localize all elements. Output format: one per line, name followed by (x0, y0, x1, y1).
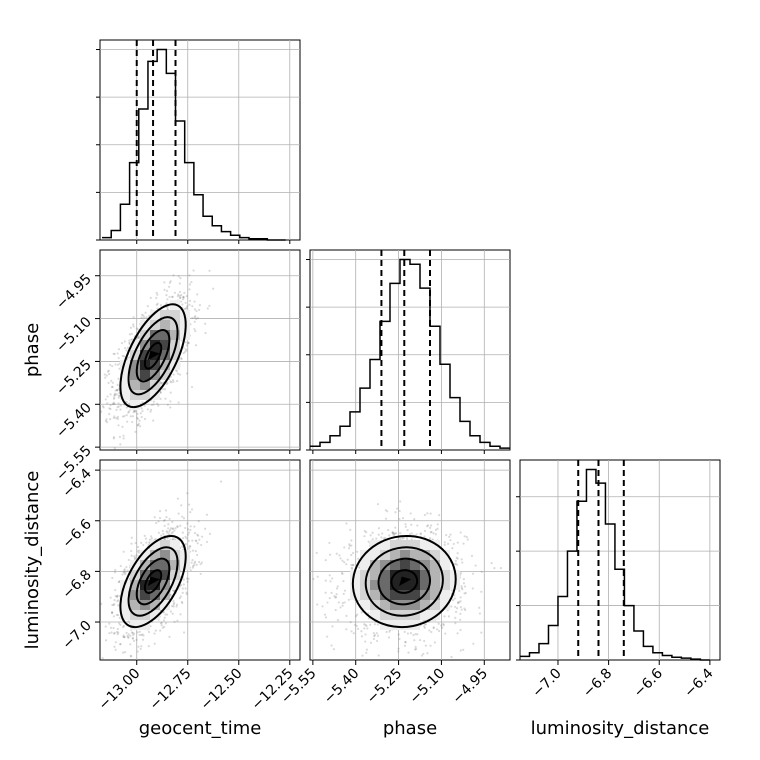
contour-4 (351, 534, 457, 629)
histogram-step-luminosity_distance (520, 468, 710, 661)
contour-2 (135, 557, 171, 606)
histogram-luminosity_distance (516, 459, 721, 661)
x-axis-label-geocent_time: geocent_time (139, 718, 262, 739)
histogram-phase (306, 249, 511, 451)
y-tick-label: −4.95 (53, 271, 95, 313)
x-tick-label: −5.40 (321, 666, 363, 708)
contour-3 (127, 546, 179, 617)
density-peak (147, 350, 161, 361)
contour-2 (377, 557, 431, 606)
y-tick-label: −5.10 (53, 314, 95, 356)
contour-1 (143, 569, 163, 594)
histogram-step-phase (310, 258, 510, 449)
histogram-phase-frame (309, 249, 511, 451)
plot-area (310, 460, 510, 660)
x-tick-label: −12.75 (147, 666, 195, 714)
x-tick-label: −6.6 (631, 665, 666, 700)
x-tick-label: −4.95 (449, 666, 491, 708)
histogram-step-geocent_time (102, 48, 286, 241)
y-tick-label: −5.40 (53, 400, 95, 442)
scatter-geocent_time-vs-luminosity_distance (99, 459, 301, 661)
y-axis-label-phase: phase (22, 323, 43, 377)
scatter-phase-vs-luminosity_distance (309, 459, 511, 661)
plot-area (100, 460, 300, 660)
x-tick-label: −13.00 (96, 666, 144, 714)
x-axis-label-phase: phase (383, 718, 437, 739)
x-tick-label: −5.10 (407, 666, 449, 708)
histogram-geocent_time-frame (99, 39, 301, 241)
y-tick-label: −7.0 (59, 618, 94, 653)
plot-area (100, 250, 300, 450)
scatter-geocent_time-vs-phase (99, 249, 301, 451)
x-axis-luminosity_distance: −7.0 −6.8 −6.6 −6.4 luminosity_distance (529, 660, 717, 739)
contour-4 (119, 303, 187, 409)
x-tick-label: −5.25 (364, 666, 406, 708)
x-tick-label: −6.4 (681, 665, 716, 700)
x-tick-label: −7.0 (529, 666, 564, 701)
histogram-luminosity_distance-frame (519, 459, 721, 661)
contour-1 (143, 341, 163, 370)
density-peak (399, 576, 412, 587)
y-tick-label: −6.6 (59, 516, 94, 551)
y-tick-label: −5.25 (53, 357, 95, 399)
contour-1 (390, 569, 419, 594)
x-axis-label-luminosity_distance: luminosity_distance (531, 718, 710, 739)
contour-2 (135, 329, 171, 383)
contour-4 (119, 534, 187, 629)
density-peak (147, 576, 161, 587)
contour-3 (127, 316, 179, 396)
y-axis-label-luminosity_distance: luminosity_distance (22, 471, 43, 650)
x-tick-label: −12.50 (198, 666, 246, 714)
x-tick-label: −6.8 (580, 666, 615, 701)
y-tick-label: −6.8 (59, 567, 94, 602)
contour-3 (364, 546, 444, 617)
histogram-geocent_time (96, 39, 301, 241)
